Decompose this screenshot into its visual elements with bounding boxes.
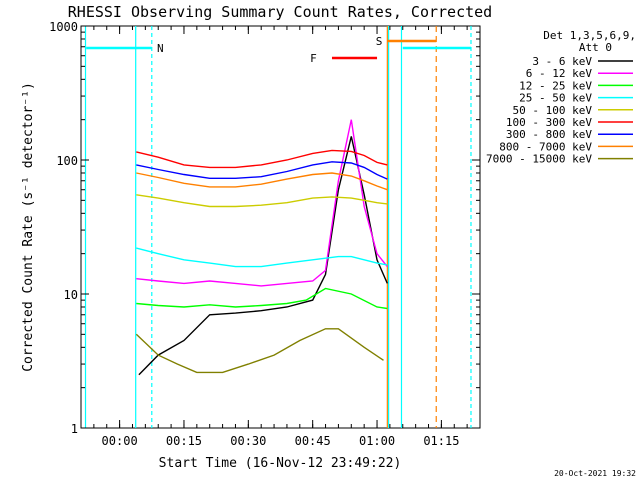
series-line [136, 194, 388, 208]
series-line [136, 287, 388, 310]
series-line [135, 328, 384, 374]
legend-label: 12 - 25 keV [519, 79, 592, 92]
series-line [136, 247, 388, 268]
legend-label: 100 - 300 keV [506, 116, 592, 129]
footer-timestamp: 20-Oct-2021 19:32 [554, 469, 636, 478]
annotation-layer: N F S [86, 35, 471, 65]
legend-label: 25 - 50 keV [519, 92, 592, 105]
y-tick-label: 100 [56, 154, 78, 168]
series-line [136, 172, 388, 191]
x-tick-label: 00:30 [230, 434, 266, 448]
legend-header-line-1: Det 1,3,5,6,9, [543, 29, 636, 42]
chart-title: RHESSI Observing Summary Count Rates, Co… [68, 3, 492, 21]
x-axis-label: Start Time (16-Nov-12 23:49:22) [159, 456, 402, 471]
plot-frame [80, 25, 481, 429]
series-layer [135, 119, 388, 376]
legend-label: 800 - 7000 keV [499, 140, 592, 153]
orbit-markers [84, 26, 472, 428]
legend-label: 3 - 6 keV [532, 55, 592, 68]
series-line [136, 119, 388, 287]
plot-area: N F S [80, 25, 481, 429]
x-tick-label: 00:00 [102, 434, 138, 448]
legend-header-line-2: Att 0 [579, 41, 612, 54]
series-line [136, 161, 388, 180]
series-line [136, 149, 388, 169]
y-tick-label: 1000 [49, 20, 78, 34]
x-tick-label: 01:15 [423, 434, 459, 448]
flare-marker-label: F [310, 52, 317, 65]
y-tick-label: 10 [64, 288, 78, 302]
saa-marker-label: S [376, 35, 383, 48]
y-tick-label: 1 [71, 422, 78, 436]
x-tick-label: 00:45 [295, 434, 331, 448]
x-tick-label: 01:00 [359, 434, 395, 448]
legend-label: 6 - 12 keV [526, 67, 593, 80]
y-axis: 1 10 100 1000 [49, 20, 480, 436]
y-axis-label: Corrected Count Rate (s⁻¹ detector⁻¹) [21, 82, 36, 372]
x-axis: 00:00 00:15 00:30 00:45 01:00 01:15 [80, 26, 481, 448]
legend-label: 300 - 800 keV [506, 128, 592, 141]
night-marker-label: N [157, 42, 164, 55]
legend-label: 50 - 100 keV [513, 104, 593, 117]
x-tick-label: 00:15 [166, 434, 202, 448]
legend-label: 7000 - 15000 keV [486, 153, 592, 166]
series-line [138, 136, 388, 376]
